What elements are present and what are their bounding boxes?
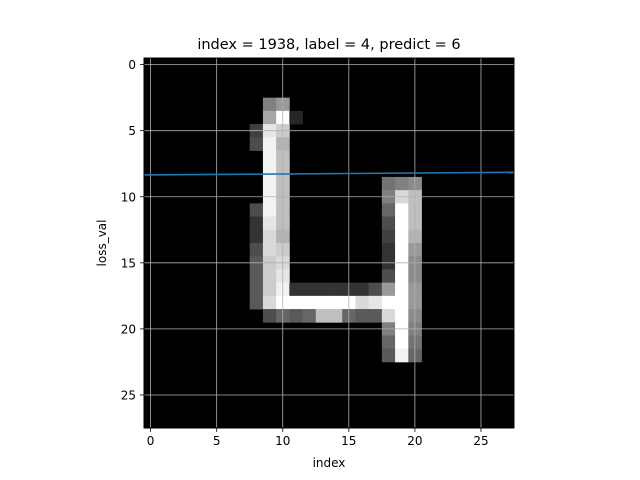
image-pixel <box>355 282 370 297</box>
x-axis-ticks: 0 5 10 15 20 25 <box>147 428 489 448</box>
image-pixel <box>395 243 409 257</box>
image-pixel <box>315 309 330 323</box>
axes: 0 5 10 15 20 25 0 5 10 15 20 25 <box>121 57 515 448</box>
y-tick-label: 10 <box>121 190 136 204</box>
x-tick-label: 20 <box>407 434 422 448</box>
image-pixel <box>355 309 370 323</box>
y-tick-label: 5 <box>128 124 136 138</box>
image-pixel <box>249 269 264 284</box>
x-tick-label: 5 <box>213 434 221 448</box>
image-pixel <box>381 229 396 244</box>
image-pixel <box>368 295 383 310</box>
axes-frame <box>143 57 515 429</box>
image-pixel <box>262 243 277 257</box>
image-pixel <box>262 295 277 310</box>
image-pixel <box>381 282 396 297</box>
image-pixel <box>289 110 303 125</box>
image-pixel <box>395 216 409 231</box>
image-pixel <box>355 295 370 310</box>
image-pixel <box>262 282 277 297</box>
image-pixel <box>315 282 330 297</box>
image-pixel <box>329 309 343 323</box>
image-pixel <box>262 269 277 284</box>
image-pixel <box>381 309 396 323</box>
image-pixel <box>262 203 277 217</box>
image-pixel <box>395 335 409 350</box>
image-pixel <box>262 163 277 178</box>
x-axis-label: index <box>313 456 346 470</box>
image-pixel <box>395 309 409 323</box>
image-pixel <box>249 295 264 310</box>
y-tick-label: 20 <box>121 322 136 336</box>
image-pixel <box>249 282 264 297</box>
image-pixel <box>395 348 409 363</box>
image-pixel <box>262 176 277 191</box>
image-pixel <box>249 216 264 231</box>
image-pixel <box>329 295 343 310</box>
image-pixel <box>262 97 277 112</box>
image-pixel <box>289 282 303 297</box>
image-pixel <box>381 216 396 231</box>
image-pixel <box>381 176 396 191</box>
image-pixel <box>381 269 396 284</box>
y-tick-label: 0 <box>128 58 136 72</box>
image-pixel <box>302 295 317 310</box>
series-lines <box>143 171 515 176</box>
image-pixel <box>395 229 409 244</box>
x-tick-label: 10 <box>275 434 290 448</box>
y-axis-label: loss_val <box>95 220 109 267</box>
image-pixel <box>249 229 264 244</box>
image-pixel <box>329 282 343 297</box>
image-pixel <box>381 335 396 350</box>
image-pixel <box>262 137 277 151</box>
x-tick-label: 0 <box>147 434 155 448</box>
image-pixel <box>395 295 409 310</box>
y-tick-label: 15 <box>121 256 136 270</box>
image-pixel <box>381 203 396 217</box>
x-tick-label: 15 <box>341 434 356 448</box>
x-tick-label: 25 <box>473 434 488 448</box>
image-pixel <box>381 348 396 363</box>
chart-title: index = 1938, label = 4, predict = 6 <box>197 37 460 53</box>
image-background <box>144 58 514 428</box>
grid-lines <box>144 58 514 428</box>
image-pixel <box>395 203 409 217</box>
image-pixel <box>368 282 383 297</box>
image-pixel <box>315 295 330 310</box>
image-pixel <box>289 309 303 323</box>
image-pixel <box>395 269 409 284</box>
image-pixel <box>289 295 303 310</box>
image-pixel <box>262 216 277 231</box>
image-pixel <box>368 309 383 323</box>
y-axis-ticks: 0 5 10 15 20 25 <box>121 58 144 402</box>
image-pixel <box>262 110 277 125</box>
image-pixel <box>262 150 277 165</box>
image-pixel <box>395 176 409 191</box>
series-line <box>143 171 515 176</box>
image-pixel <box>395 282 409 297</box>
image-pixel <box>302 309 317 323</box>
image-pixel <box>381 295 396 310</box>
image-pixel <box>381 243 396 257</box>
image-pixel <box>249 243 264 257</box>
image-pixel <box>262 309 277 323</box>
image-pixel <box>249 203 264 217</box>
image-pixel <box>262 229 277 244</box>
image-pixel <box>249 137 264 151</box>
image-pixels <box>249 97 422 363</box>
y-tick-label: 25 <box>121 388 136 402</box>
image-pixel <box>302 282 317 297</box>
